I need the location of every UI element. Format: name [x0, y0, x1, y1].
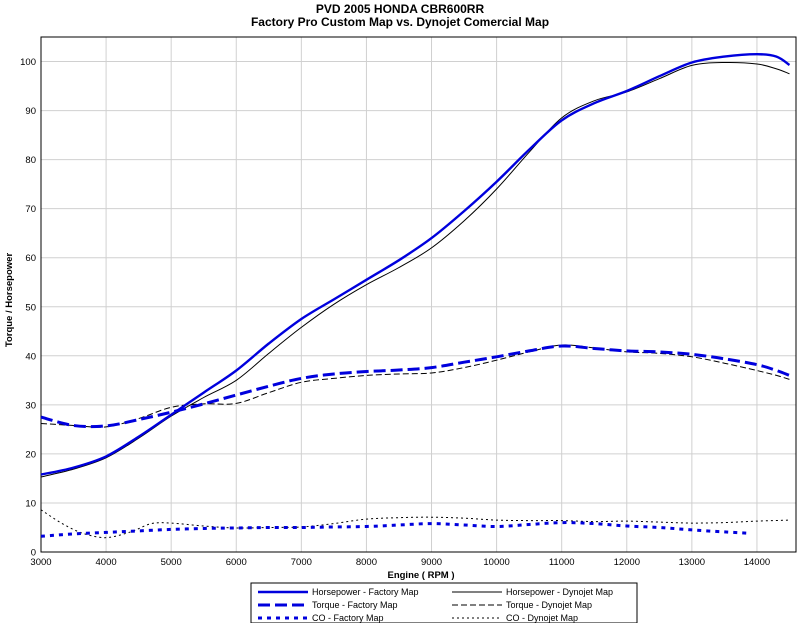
chart-title: PVD 2005 HONDA CBR600RR — [316, 2, 485, 16]
x-tick-label: 6000 — [226, 557, 247, 568]
legend-label: CO - Factory Map — [312, 613, 384, 623]
y-tick-label: 90 — [25, 106, 36, 117]
y-tick-label: 30 — [25, 400, 36, 411]
legend-box — [250, 582, 638, 623]
x-tick-label: 14000 — [744, 557, 770, 568]
series-line-torque-dynojet-map — [40, 344, 790, 428]
x-tick-label: 12000 — [614, 557, 640, 568]
series-line-torque-factory-map — [40, 344, 791, 429]
y-tick-label: 50 — [25, 302, 36, 313]
y-tick-label: 60 — [25, 253, 36, 264]
legend-label: Torque - Dynojet Map — [506, 600, 592, 610]
x-tick-label: 8000 — [356, 557, 377, 568]
x-tick-label: 7000 — [291, 557, 312, 568]
legend-label: Torque - Factory Map — [312, 600, 398, 610]
y-axis-label: Torque / Horsepower — [4, 253, 15, 348]
x-tick-label: 10000 — [483, 557, 509, 568]
legend-label: Horsepower - Dynojet Map — [506, 587, 613, 597]
plot-area — [40, 36, 797, 553]
y-tick-label: 80 — [25, 155, 36, 166]
x-axis-label: Engine ( RPM ) — [387, 570, 454, 581]
y-tick-label: 0 — [31, 548, 36, 559]
legend-label: CO - Dynojet Map — [506, 613, 578, 623]
y-tick-label: 100 — [20, 57, 36, 68]
grid — [40, 37, 796, 553]
x-tick-label: 9000 — [421, 557, 442, 568]
y-tick-label: 70 — [25, 204, 36, 215]
x-tick-label: 5000 — [161, 557, 182, 568]
y-tick-label: 40 — [25, 351, 36, 362]
y-tick-label: 10 — [25, 498, 36, 509]
x-tick-label: 11000 — [549, 557, 575, 568]
y-tick-label: 20 — [25, 449, 36, 460]
chart-subtitle: Factory Pro Custom Map vs. Dynojet Comer… — [251, 15, 549, 29]
legend: Horsepower - Factory Map Horsepower - Dyn… — [250, 582, 638, 623]
axis-ticks: 3000 4000 5000 6000 7000 8000 9000 10000 11000 12… — [20, 57, 770, 568]
series-group — [40, 53, 791, 539]
series-line-horsepower-factory-map — [40, 53, 791, 476]
legend-label: Horsepower - Factory Map — [312, 587, 419, 597]
series-line-co-dynojet-map — [40, 509, 790, 539]
x-tick-label: 13000 — [679, 557, 705, 568]
x-tick-label: 4000 — [96, 557, 117, 568]
x-tick-label: 3000 — [30, 557, 51, 568]
series-line-co-factory-map — [40, 521, 751, 538]
